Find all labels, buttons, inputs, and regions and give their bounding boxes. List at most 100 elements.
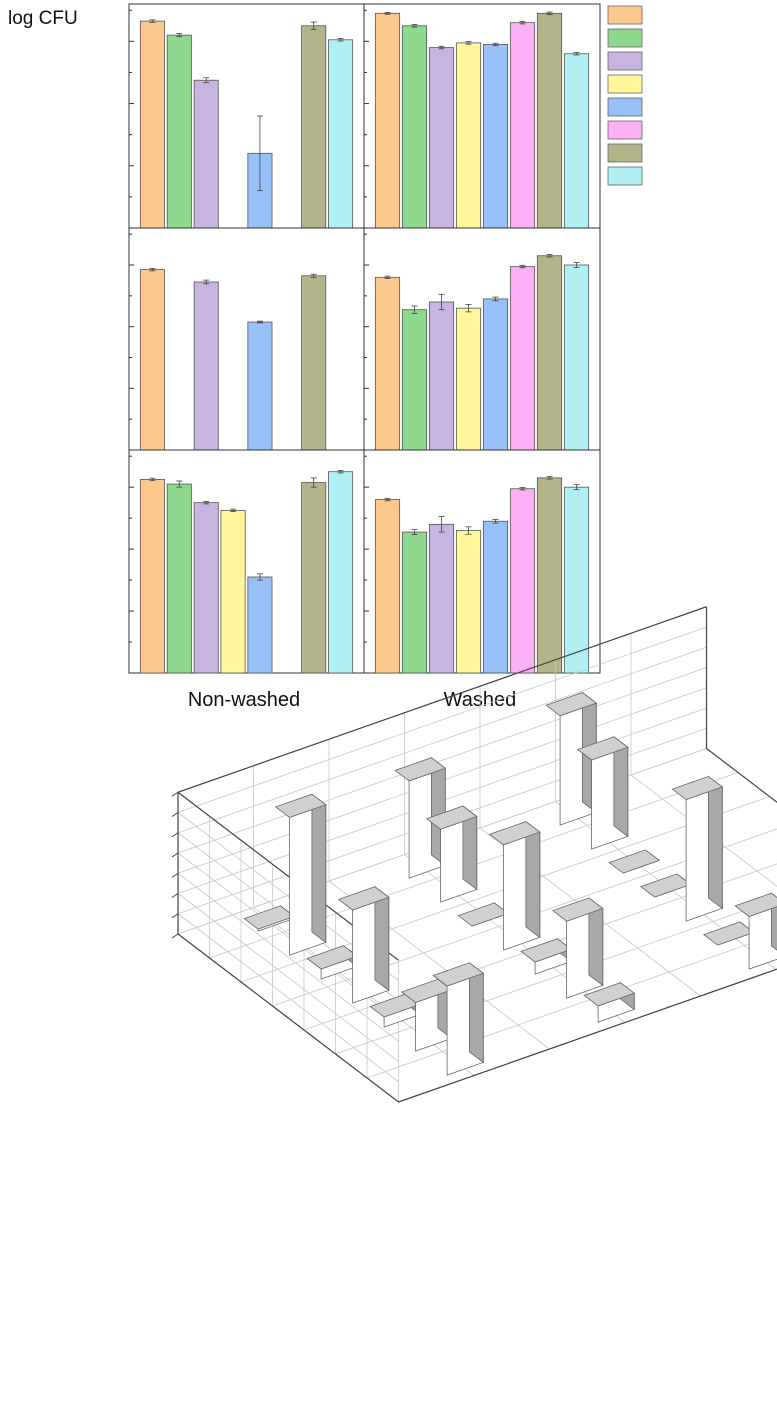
- bar: [455, 307, 482, 451]
- bar-top-face: [432, 962, 485, 987]
- bar: [247, 321, 273, 451]
- bar-side-face: [708, 775, 723, 910]
- bar-3d: [551, 897, 604, 999]
- bar-3d: [274, 793, 327, 956]
- bar: [563, 486, 590, 674]
- bar: [455, 42, 482, 229]
- bar: [220, 509, 246, 674]
- bar: [482, 44, 509, 229]
- bar-top-face: [671, 775, 724, 801]
- bar: [428, 47, 455, 229]
- retention-3d-chart: [171, 606, 777, 1103]
- bar: [482, 520, 509, 674]
- legend-swatch: [607, 166, 643, 186]
- grid-line: [177, 667, 707, 854]
- bar-top-face: [394, 757, 447, 782]
- legend-swatch: [607, 97, 643, 117]
- panel-f: [363, 449, 601, 674]
- bar: [482, 298, 509, 451]
- bar-top-face: [576, 736, 629, 761]
- bar-3d: [488, 820, 541, 951]
- bar: [428, 301, 455, 451]
- bar-top-face: [488, 821, 541, 846]
- group-label-non-washed: Non-washed: [188, 689, 300, 711]
- bar: [536, 12, 563, 229]
- grid-line: [177, 913, 399, 1083]
- log-cfu-panels: log CFU Non-washed Washed: [8, 3, 601, 711]
- frame-edge: [177, 933, 399, 1103]
- panel-frame: [363, 449, 601, 674]
- bar: [166, 34, 192, 229]
- bar: [563, 53, 590, 229]
- legend-swatch: [607, 143, 643, 163]
- bar-top-face: [583, 982, 636, 1007]
- grid-line: [630, 774, 777, 887]
- bar-top-face: [702, 921, 755, 946]
- bar: [509, 266, 536, 451]
- panel-a: [128, 3, 365, 229]
- frame-3d: [177, 606, 777, 1103]
- legend-item: [607, 28, 643, 48]
- bar-top-face: [639, 873, 692, 898]
- bar: [455, 530, 482, 674]
- frame-edge: [177, 606, 707, 793]
- bar-top-face: [551, 897, 604, 922]
- legend-item: [607, 51, 643, 71]
- legend-item: [607, 143, 643, 163]
- bar: [301, 25, 327, 229]
- bar: [536, 477, 563, 674]
- z-tick: [171, 832, 179, 838]
- legend-item: [607, 166, 643, 186]
- bar-3d: [432, 961, 485, 1076]
- bar-3d: [671, 775, 724, 922]
- bar: [374, 276, 401, 451]
- bar: [301, 482, 327, 674]
- bar: [509, 488, 536, 674]
- bar-3d: [702, 921, 755, 946]
- bar-3d: [457, 902, 510, 927]
- z-tick: [171, 913, 179, 919]
- z-tick: [171, 872, 179, 878]
- grid-line: [177, 626, 707, 813]
- bar-side-face: [374, 885, 390, 992]
- legend-swatch: [607, 28, 643, 48]
- bar: [428, 523, 455, 674]
- bar: [139, 269, 165, 451]
- legend-swatch: [607, 5, 643, 25]
- panel-c: [128, 449, 365, 674]
- frame-edge: [398, 968, 777, 1103]
- bar-side-face: [525, 820, 541, 939]
- legend: [607, 5, 643, 186]
- bar: [374, 12, 401, 229]
- bar: [374, 499, 401, 674]
- bar: [401, 309, 428, 451]
- bar-top-face: [608, 849, 661, 874]
- bar: [509, 22, 536, 229]
- z-tick: [171, 812, 179, 817]
- y-axis-label: log CFU: [8, 8, 78, 29]
- bar: [166, 483, 192, 674]
- z-tick: [171, 893, 179, 898]
- legend-item: [607, 120, 643, 140]
- frame-edge: [706, 748, 777, 803]
- bar-3d: [394, 756, 447, 879]
- bar-3d: [576, 735, 629, 850]
- bar: [301, 275, 327, 451]
- bar-3d: [583, 981, 636, 1023]
- z-tick: [171, 791, 179, 797]
- legend-swatch: [607, 120, 643, 140]
- panel-d: [363, 3, 601, 229]
- bar-top-face: [425, 805, 478, 830]
- bar: [193, 281, 219, 451]
- bar-top-face: [734, 892, 777, 917]
- legend-item: [607, 74, 643, 94]
- z-axis: [171, 791, 179, 939]
- bar-top-face: [457, 902, 510, 927]
- bar-top-face: [337, 886, 390, 911]
- legend-item: [607, 97, 643, 117]
- z-tick: [171, 852, 179, 858]
- bar: [536, 255, 563, 451]
- panel-e: [363, 227, 601, 451]
- bar: [139, 479, 165, 674]
